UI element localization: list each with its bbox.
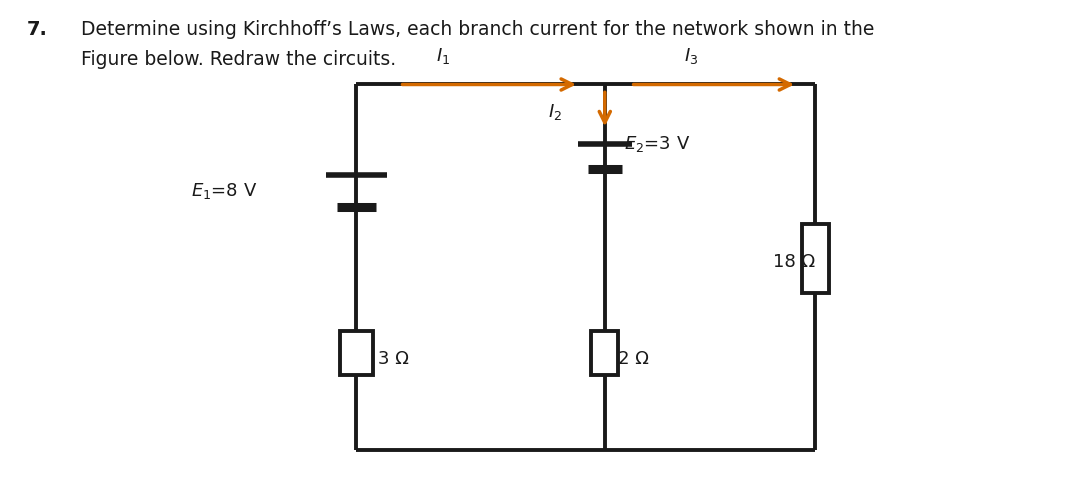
Text: $E_2$=3 V: $E_2$=3 V: [624, 134, 690, 154]
Text: 7.: 7.: [27, 20, 48, 39]
Bar: [802, 224, 829, 293]
Text: Determine using Kirchhoff’s Laws, each branch current for the network shown in t: Determine using Kirchhoff’s Laws, each b…: [81, 20, 875, 39]
Text: $I_1$: $I_1$: [435, 46, 450, 66]
Text: 18 Ω: 18 Ω: [773, 253, 815, 271]
Bar: [592, 331, 619, 375]
Text: $I_3$: $I_3$: [684, 46, 699, 66]
Text: $E_1$=8 V: $E_1$=8 V: [191, 181, 257, 201]
Text: 3 Ω: 3 Ω: [378, 350, 409, 368]
Text: Figure below. Redraw the circuits.: Figure below. Redraw the circuits.: [81, 50, 396, 69]
Bar: [340, 331, 373, 375]
Text: $I_2$: $I_2$: [548, 102, 562, 122]
Text: 2 Ω: 2 Ω: [618, 350, 649, 368]
